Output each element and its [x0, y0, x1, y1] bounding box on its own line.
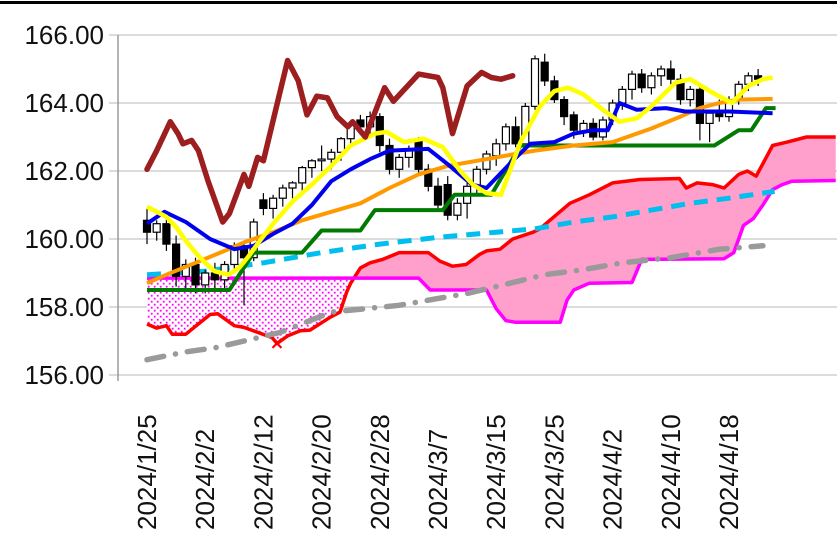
series-ma-fast-yellow — [145, 75, 773, 277]
candle-body — [414, 139, 423, 170]
candle-body — [162, 223, 171, 245]
candle-body — [395, 156, 404, 170]
y-axis-label: 166.00 — [24, 20, 104, 50]
low-point-x-marker — [271, 338, 283, 349]
candle-body — [317, 158, 326, 162]
x-axis-label: 2024/4/10 — [656, 414, 686, 530]
candle-body — [191, 263, 200, 286]
candle-body — [715, 112, 724, 118]
x-axis-label: 2024/3/25 — [539, 414, 569, 530]
candle-body — [278, 187, 287, 199]
candle-body — [511, 126, 520, 145]
candle-body — [172, 243, 181, 278]
cloud-upper-red — [146, 135, 836, 346]
cloud-bear-fill — [147, 278, 354, 343]
cloud-lower-magenta — [147, 178, 836, 325]
y-axis-label: 156.00 — [24, 360, 104, 390]
candle-body — [501, 126, 510, 145]
candle-body — [482, 153, 491, 170]
series-ma-verylong-gray-dashdot — [144, 243, 766, 363]
candle-body — [686, 88, 695, 101]
series-overlay-darkred — [144, 57, 516, 225]
candle-body — [385, 144, 394, 170]
series-ma-mid-blue — [145, 101, 773, 252]
y-axis-label: 158.00 — [24, 292, 104, 322]
candle-body — [181, 263, 190, 277]
x-axis-label: 2024/2/20 — [307, 414, 337, 530]
x-axis-label: 2024/4/18 — [714, 414, 744, 530]
candle-body — [424, 168, 433, 187]
y-axis-label: 160.00 — [24, 224, 104, 254]
x-axis-label: 2024/3/15 — [481, 414, 511, 530]
series-kijun-green-step — [147, 106, 776, 292]
candle-body — [559, 98, 569, 118]
candle-body — [530, 58, 540, 107]
candle-body — [618, 88, 627, 104]
x-axis-label: 2024/2/12 — [248, 414, 278, 530]
candle-body — [269, 197, 278, 209]
candle-body — [540, 61, 549, 82]
candle-body — [288, 182, 297, 189]
y-axis-label: 164.00 — [24, 88, 104, 118]
candle-body — [569, 114, 578, 131]
candle-body — [433, 185, 443, 206]
candle-body — [259, 199, 268, 209]
candle-body — [492, 143, 501, 157]
series-ma-long-cyan-dashed — [146, 188, 775, 278]
candle-body — [647, 75, 656, 89]
x-axis-label: 2024/2/2 — [190, 429, 220, 530]
candle-body — [336, 138, 346, 153]
candle-body — [307, 160, 316, 169]
y-axis-label: 162.00 — [24, 156, 104, 186]
candle-body — [666, 68, 675, 80]
candle-body — [142, 219, 152, 233]
candle-body — [637, 73, 646, 89]
x-axis-label: 2024/2/28 — [365, 414, 395, 530]
candle-body — [298, 167, 307, 184]
x-axis-label: 2024/3/7 — [423, 429, 453, 530]
candle-body — [705, 112, 714, 124]
top-border — [0, 1, 837, 4]
candle-body — [627, 73, 637, 90]
x-axis-label: 2024/1/25 — [132, 414, 162, 530]
ichimoku-cloud — [146, 135, 836, 346]
x-axis-labels: 2024/1/25 2024/2/2 2024/2/12 2024/2/20 2024/… — [132, 414, 744, 530]
candle-body — [201, 272, 210, 286]
y-axis-labels: 166.00 164.00 162.00 160.00 158.00 156.00 — [24, 20, 104, 390]
candle-body — [453, 202, 462, 216]
x-axis-label: 2024/4/2 — [598, 429, 628, 530]
candle-body — [656, 68, 666, 77]
candle-body — [152, 223, 161, 233]
cloud-bull-fill — [355, 137, 836, 323]
candle-body — [327, 151, 336, 160]
